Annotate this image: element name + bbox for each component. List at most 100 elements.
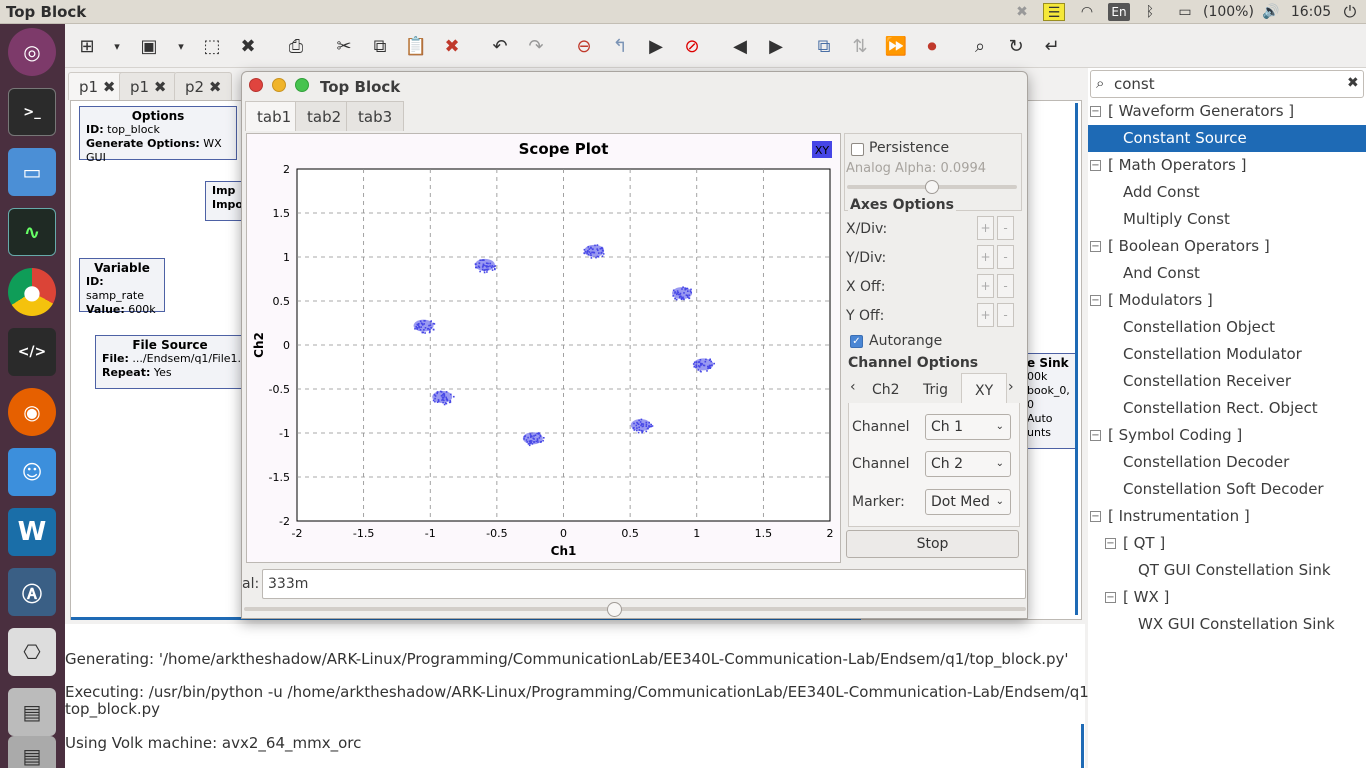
tree-block-item[interactable]: WX GUI Constellation Sink — [1088, 611, 1366, 638]
record-icon[interactable]: ⏺ — [927, 35, 937, 57]
scope-plot-area[interactable]: Scope Plot XY -2 -1.5 -1 -0.5 0 0.5 1 1.5 2 2 1.5 1 0.… — [246, 133, 841, 563]
firefox-icon[interactable]: ◉ — [8, 388, 56, 436]
cut-icon[interactable]: ✂ — [336, 35, 352, 57]
marker-select[interactable]: Dot Med ⌄ — [925, 489, 1011, 515]
collapse-toggle-icon[interactable]: − — [1090, 241, 1101, 252]
system-monitor-icon[interactable]: ∿ — [8, 208, 56, 256]
tab-tab3[interactable]: tab3 — [346, 101, 405, 131]
sublime-text-icon[interactable]: </> — [8, 328, 56, 376]
collapse-toggle-icon[interactable]: − — [1105, 538, 1116, 549]
redo-icon[interactable]: ↷ — [528, 35, 544, 57]
copy-icon[interactable]: ⧉ — [373, 35, 387, 57]
bypass-icon[interactable]: ↰ — [612, 35, 628, 57]
collapse-toggle-icon[interactable]: − — [1090, 511, 1101, 522]
clear-search-icon[interactable]: ✖ — [1347, 75, 1359, 91]
app-store-icon[interactable]: Ⓐ — [8, 568, 56, 616]
tab-tab1[interactable]: tab1 — [245, 101, 304, 131]
channel-tab-ch2[interactable]: Ch2 — [872, 382, 900, 398]
undo-icon[interactable]: ↶ — [492, 35, 508, 57]
tree-block-item[interactable]: And Const — [1088, 260, 1366, 287]
tree-category[interactable]: −[ Waveform Generators ] — [1088, 98, 1366, 125]
tree-category[interactable]: −[ Boolean Operators ] — [1088, 233, 1366, 260]
tree-block-item[interactable]: Constellation Object — [1088, 314, 1366, 341]
channel-x-select[interactable]: Ch 1 ⌄ — [925, 414, 1011, 440]
open-dropdown-icon[interactable]: ▾ — [178, 39, 184, 53]
tree-block-item[interactable]: QT GUI Constellation Sink — [1088, 557, 1366, 584]
save-icon[interactable]: ⬚ — [203, 35, 221, 57]
channel-tab-trig[interactable]: Trig — [923, 382, 949, 398]
tree-category[interactable]: −[ Modulators ] — [1088, 287, 1366, 314]
forward-icon[interactable]: ⏩ — [884, 35, 908, 57]
tree-block-item[interactable]: Multiply Const — [1088, 206, 1366, 233]
x-off-plus-button[interactable]: + — [977, 274, 994, 298]
terminal-icon[interactable]: >_ — [8, 88, 56, 136]
find-block-icon[interactable]: ⌕ — [974, 35, 986, 57]
wifi-icon[interactable]: ◠ — [1080, 4, 1094, 20]
file-source-block[interactable]: File Source File: .../Endsem/q1/File1.da… — [95, 335, 259, 389]
tree-category[interactable]: −[ QT ] — [1088, 530, 1366, 557]
gnuradio-icon[interactable]: ⎔ — [8, 628, 56, 676]
close-icon[interactable]: ✖ — [240, 35, 256, 57]
ubuntu-logo-icon[interactable]: ◎ — [8, 28, 56, 76]
close-window-button[interactable] — [249, 78, 263, 92]
new-icon[interactable]: ⊞ — [79, 35, 95, 57]
tree-block-item[interactable]: Constellation Soft Decoder — [1088, 476, 1366, 503]
value-slider-handle[interactable] — [607, 602, 622, 617]
value-input[interactable]: 333m — [262, 569, 1026, 599]
bluetooth-icon[interactable]: ᛒ — [1145, 4, 1155, 20]
execute-icon[interactable]: ▶ — [649, 35, 663, 57]
drive-2-icon[interactable]: ▤ — [8, 736, 56, 768]
y-div-minus-button[interactable]: - — [997, 245, 1014, 269]
wps-writer-icon[interactable]: W — [8, 508, 56, 556]
battery-icon[interactable]: ▭ — [1178, 4, 1192, 20]
editor-tab-1[interactable]: p1 ✖ — [68, 72, 127, 100]
tabs-left-arrow-icon[interactable]: ‹ — [850, 379, 856, 395]
collapse-toggle-icon[interactable]: − — [1090, 430, 1101, 441]
y-off-minus-button[interactable]: - — [997, 303, 1014, 327]
x-div-minus-button[interactable]: - — [997, 216, 1014, 240]
kill-icon[interactable]: ⊘ — [684, 35, 700, 57]
create-hier-icon[interactable]: ⧉ — [817, 35, 831, 57]
tree-block-item[interactable]: Add Const — [1088, 179, 1366, 206]
open-icon[interactable]: ▣ — [140, 35, 158, 57]
stop-button[interactable]: Stop — [846, 530, 1019, 558]
tree-category[interactable]: −[ Math Operators ] — [1088, 152, 1366, 179]
collapse-toggle-icon[interactable]: − — [1090, 295, 1101, 306]
tree-category[interactable]: −[ WX ] — [1088, 584, 1366, 611]
persistence-checkbox[interactable] — [851, 143, 864, 156]
x-off-minus-button[interactable]: - — [997, 274, 1014, 298]
drive-icon[interactable]: ▤ — [8, 688, 56, 736]
volume-icon[interactable]: 🔊 — [1262, 4, 1280, 20]
constellation-sink-block[interactable]: e Sink 00k book_0, 0 Auto unts — [1021, 353, 1077, 449]
tree-block-item[interactable]: Constant Source — [1088, 125, 1366, 152]
tab-tab2[interactable]: tab2 — [295, 101, 354, 131]
tree-block-item[interactable]: Constellation Rect. Object — [1088, 395, 1366, 422]
console-scrollbar[interactable] — [1081, 724, 1084, 768]
paste-icon[interactable]: 📋 — [404, 35, 428, 57]
clock[interactable]: 16:05 — [1290, 4, 1332, 20]
chrome-icon[interactable]: ● — [8, 268, 56, 316]
delete-icon[interactable]: ✖ — [444, 35, 460, 57]
reload-icon[interactable]: ↻ — [1008, 35, 1024, 57]
notes-indicator-icon[interactable]: ☰ — [1043, 3, 1065, 21]
disable-block-icon[interactable]: ⊖ — [576, 35, 592, 57]
tree-category[interactable]: −[ Symbol Coding ] — [1088, 422, 1366, 449]
tree-block-item[interactable]: Constellation Modulator — [1088, 341, 1366, 368]
finder-icon[interactable]: ☺ — [8, 448, 56, 496]
y-div-plus-button[interactable]: + — [977, 245, 994, 269]
new-dropdown-icon[interactable]: ▾ — [114, 39, 120, 53]
files-icon[interactable]: ▭ — [8, 148, 56, 196]
tree-category[interactable]: −[ Instrumentation ] — [1088, 503, 1366, 530]
x-div-plus-button[interactable]: + — [977, 216, 994, 240]
collapse-toggle-icon[interactable]: − — [1090, 160, 1101, 171]
analog-alpha-slider-handle[interactable] — [925, 180, 939, 194]
tabs-right-arrow-icon[interactable]: › — [1008, 379, 1014, 395]
tree-block-item[interactable]: Constellation Decoder — [1088, 449, 1366, 476]
collapse-toggle-icon[interactable]: − — [1090, 106, 1101, 117]
maximize-window-button[interactable] — [295, 78, 309, 92]
minimize-window-button[interactable] — [272, 78, 286, 92]
canvas-scrollbar[interactable] — [1075, 103, 1078, 615]
collapse-toggle-icon[interactable]: − — [1105, 592, 1116, 603]
rotate-ccw-icon[interactable]: ◀ — [733, 35, 747, 57]
close-tab-icon[interactable]: ✖ — [208, 78, 222, 96]
